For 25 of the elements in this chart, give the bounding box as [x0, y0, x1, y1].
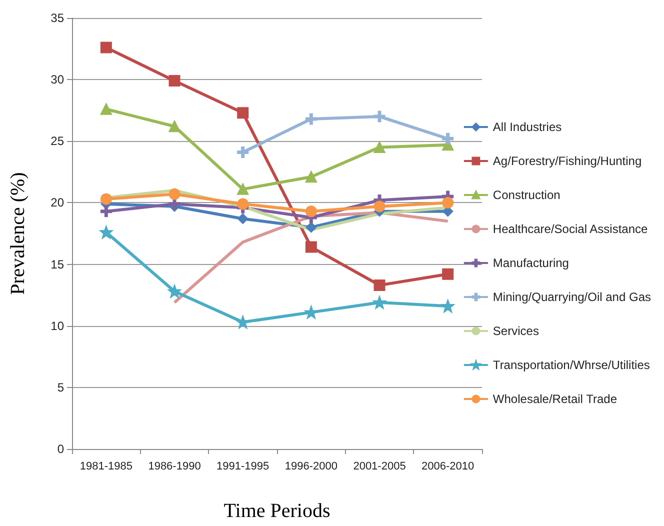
- x-tick-label: 1981-1985: [80, 460, 132, 472]
- legend-label: Transportation/Whrse/Utilities: [492, 358, 650, 372]
- x-tick-label: 2006-2010: [422, 460, 474, 472]
- y-axis-title: Prevalence (%): [7, 172, 29, 295]
- legend-label: Services: [492, 324, 539, 338]
- y-tick-label: 20: [50, 196, 64, 210]
- y-tick-label: 5: [57, 380, 64, 394]
- x-tick-label: 1991-1995: [216, 460, 270, 472]
- legend-label: Ag/Forestry/Fishing/Hunting: [492, 154, 642, 168]
- legend-label: Construction: [492, 188, 560, 202]
- y-tick-label: 30: [50, 72, 64, 87]
- x-tick-label: 1996-2000: [284, 460, 338, 472]
- legend-label: Healthcare/Social Assistance: [492, 222, 648, 236]
- legend-label: All Industries: [492, 120, 562, 134]
- y-tick-label: 35: [50, 11, 64, 25]
- y-tick-label: 25: [50, 134, 64, 148]
- x-tick-label: 2001-2005: [353, 460, 406, 472]
- y-tick-label: 10: [50, 318, 64, 333]
- x-tick-label: 1986-1990: [148, 460, 201, 472]
- x-axis-title: Time Periods: [224, 500, 330, 522]
- legend-label: Manufacturing: [492, 256, 569, 270]
- y-tick-label: 15: [50, 257, 64, 272]
- legend-label: Wholesale/Retail Trade: [492, 392, 618, 406]
- y-tick-label: 0: [57, 442, 64, 456]
- legend-label: Mining/Quarrying/Oil and Gas: [492, 290, 652, 304]
